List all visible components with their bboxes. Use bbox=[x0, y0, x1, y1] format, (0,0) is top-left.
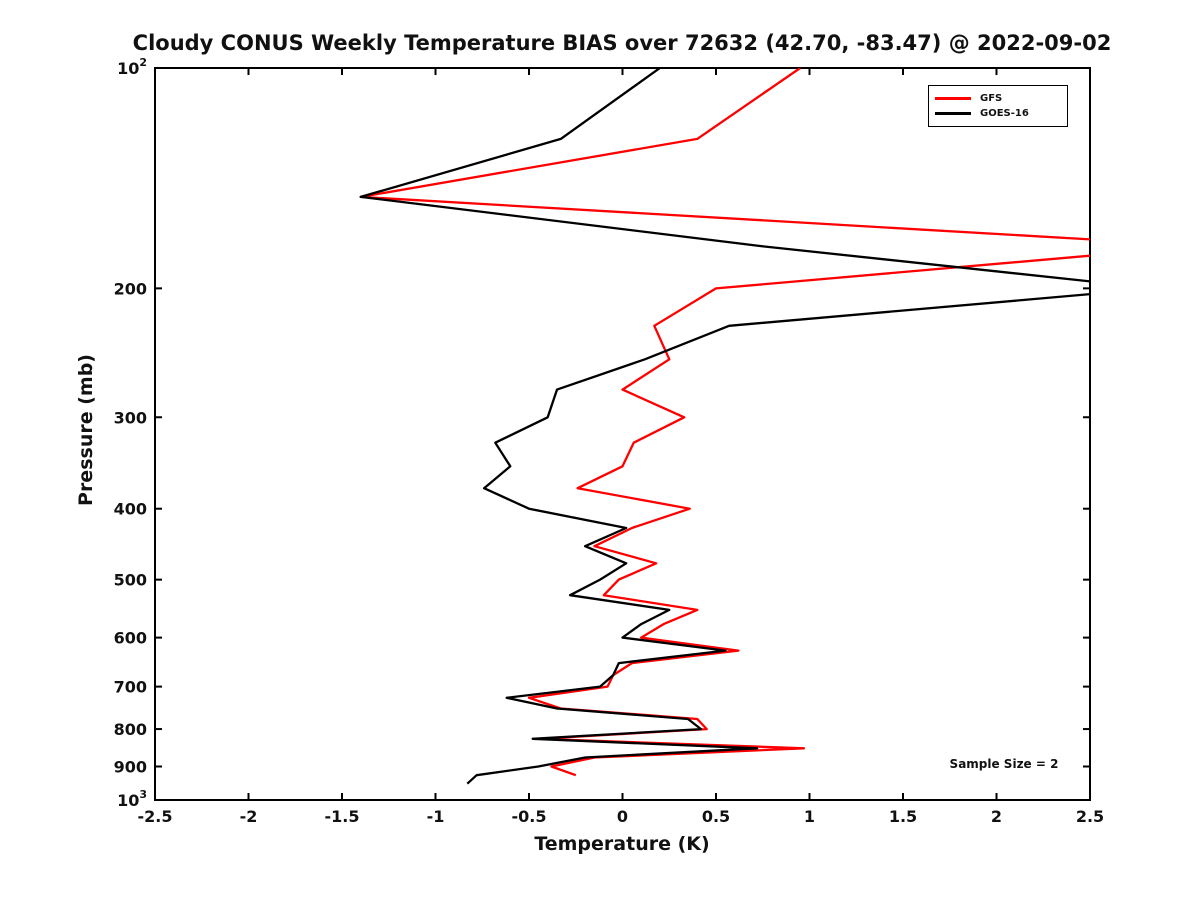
legend: GFS GOES-16 bbox=[928, 85, 1068, 127]
legend-entry: GOES-16 bbox=[935, 106, 1061, 121]
series-line-goes-16 bbox=[359, 68, 1090, 785]
y-tick-label: 400 bbox=[114, 500, 147, 519]
legend-line-goes-16 bbox=[935, 112, 971, 115]
tick-labels: -2.5 -2 -1.5 -1 -0.5 0 0.5 1 1.5 2 2.5 102 200 300 400… bbox=[114, 56, 1105, 826]
y-tick-label: 500 bbox=[114, 571, 147, 590]
y-tick-label: 900 bbox=[114, 758, 147, 777]
x-tick-label: 0.5 bbox=[702, 807, 730, 826]
x-tick-label: -1.5 bbox=[325, 807, 360, 826]
x-tick-label: -2.5 bbox=[138, 807, 173, 826]
y-tick-label: 102 bbox=[117, 56, 147, 78]
chart-title: Cloudy CONUS Weekly Temperature BIAS ove… bbox=[132, 31, 1112, 55]
x-tick-label: 2 bbox=[991, 807, 1002, 826]
x-tick-label: -2 bbox=[240, 807, 258, 826]
tick-marks bbox=[154, 67, 1091, 801]
legend-line-gfs bbox=[935, 97, 971, 100]
y-tick-label: 700 bbox=[114, 678, 147, 697]
y-tick-label: 200 bbox=[114, 279, 147, 298]
axes-box bbox=[154, 67, 1091, 801]
x-tick-label: -1 bbox=[427, 807, 445, 826]
x-axis-label: Temperature (K) bbox=[534, 833, 710, 855]
x-tick-label: 2.5 bbox=[1076, 807, 1104, 826]
legend-entry: GFS bbox=[935, 91, 1061, 106]
series-line-gfs bbox=[359, 68, 1090, 777]
x-tick-label: 0 bbox=[617, 807, 628, 826]
y-tick-label: 103 bbox=[117, 788, 147, 810]
legend-label: GOES-16 bbox=[980, 107, 1029, 119]
x-tick-label: 1 bbox=[804, 807, 815, 826]
legend-label: GFS bbox=[980, 92, 1003, 104]
x-tick-label: -0.5 bbox=[512, 807, 547, 826]
y-tick-label: 800 bbox=[114, 720, 147, 739]
data-lines bbox=[359, 68, 1090, 785]
y-tick-label: 600 bbox=[114, 629, 147, 648]
x-tick-label: 1.5 bbox=[889, 807, 917, 826]
y-tick-label: 300 bbox=[114, 408, 147, 427]
sample-size-annotation: Sample Size = 2 bbox=[949, 757, 1059, 771]
